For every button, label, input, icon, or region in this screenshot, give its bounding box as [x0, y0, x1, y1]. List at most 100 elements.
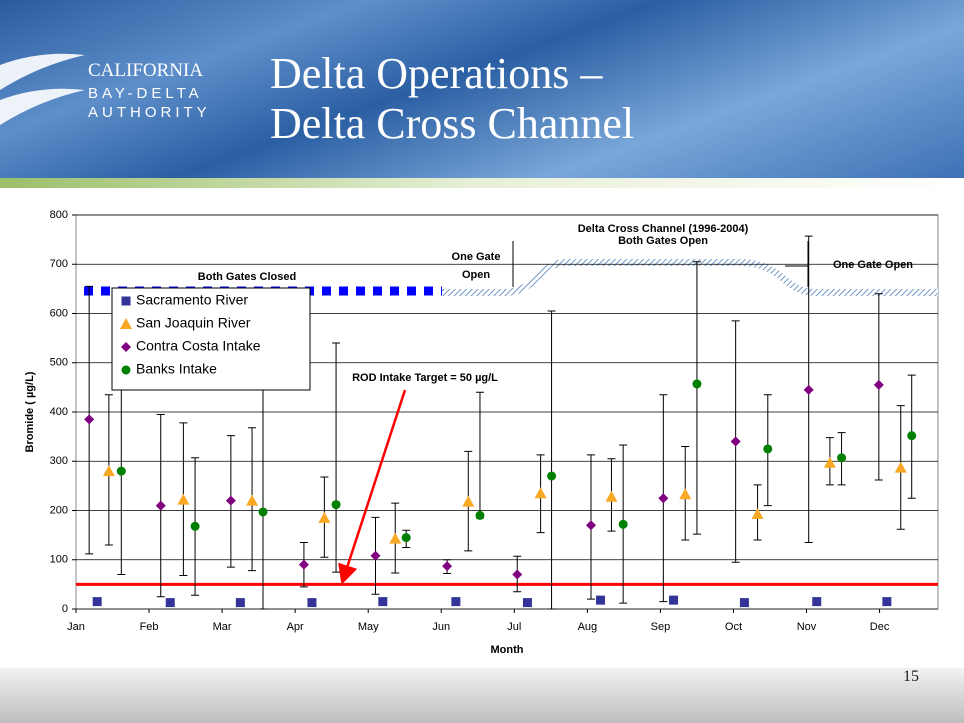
marker [225, 495, 236, 506]
marker [605, 490, 618, 502]
marker [512, 569, 523, 580]
y-tick-label: 100 [50, 554, 68, 566]
y-axis-label: Bromide ( µg/L) [24, 371, 36, 452]
x-tick-label: Jul [507, 621, 521, 633]
annotation: One Gate [452, 251, 501, 263]
marker [873, 379, 884, 390]
marker [730, 436, 741, 447]
marker [812, 597, 822, 607]
marker [618, 519, 628, 529]
marker [669, 595, 679, 605]
legend-label: Contra Costa Intake [136, 338, 261, 354]
x-tick-label: Jun [432, 621, 450, 633]
annotation: Both Gates Open [618, 235, 708, 247]
logo-text: CALIFORNIA [88, 60, 204, 81]
annotation: Both Gates Closed [198, 271, 296, 283]
marker [586, 520, 597, 531]
x-tick-label: Apr [287, 621, 304, 633]
x-tick-label: Sep [651, 621, 671, 633]
marker [246, 494, 259, 506]
x-tick-label: Aug [578, 621, 598, 633]
y-tick-label: 200 [50, 504, 68, 516]
annotation: Delta Cross Channel (1996-2004) [578, 223, 749, 235]
marker [92, 597, 102, 607]
marker [190, 521, 200, 531]
marker [547, 471, 557, 481]
marker [803, 384, 814, 395]
marker [658, 493, 669, 504]
x-tick-label: Mar [213, 621, 232, 633]
header: CALIFORNIA BAY-DELTA AUTHORITY Delta Ope… [0, 0, 964, 186]
marker [451, 597, 461, 607]
marker [692, 379, 702, 389]
marker [763, 444, 773, 454]
chart: Both Gates Closed One Gate Open Delta Cr… [24, 209, 939, 656]
marker [442, 561, 453, 572]
target-label: ROD Intake Target = 50 µg/L [352, 372, 498, 384]
legend-label: Banks Intake [136, 361, 217, 377]
marker [318, 511, 331, 523]
marker [84, 414, 95, 425]
y-tick-label: 500 [50, 357, 68, 369]
y-tick-label: 400 [50, 406, 68, 418]
y-tick-label: 300 [50, 455, 68, 467]
legend-symbol [121, 365, 131, 375]
marker [823, 456, 836, 468]
marker [462, 495, 475, 507]
marker [165, 598, 175, 608]
y-tick-label: 700 [50, 258, 68, 270]
marker [679, 488, 692, 500]
marker [907, 431, 917, 441]
marker [837, 453, 847, 463]
marker [102, 465, 115, 477]
marker [155, 500, 166, 511]
x-tick-label: May [358, 621, 379, 633]
gate-band [442, 259, 938, 296]
slide-title: Delta Operations – [270, 49, 603, 98]
x-tick-label: Jan [67, 621, 85, 633]
legend-symbol [121, 296, 131, 306]
error-bar [692, 261, 701, 535]
error-bar [332, 342, 341, 573]
target-arrow [338, 389, 407, 585]
x-tick-label: Oct [725, 621, 742, 633]
logo-swoosh [0, 53, 85, 125]
marker [258, 507, 268, 517]
marker [116, 466, 126, 476]
page-number: 15 [903, 668, 919, 685]
legend-box [111, 287, 311, 391]
logo-text: BAY-DELTA [88, 85, 203, 102]
marker [739, 598, 749, 608]
y-tick-label: 600 [50, 307, 68, 319]
marker [370, 550, 381, 561]
marker [401, 533, 411, 543]
y-tick-label: 0 [62, 603, 68, 615]
marker [534, 487, 547, 499]
divider [0, 178, 964, 188]
marker [307, 598, 317, 608]
slide-title: Delta Cross Channel [270, 99, 635, 148]
marker [389, 532, 402, 544]
marker [882, 597, 892, 607]
marker [177, 493, 190, 505]
logo-text: AUTHORITY [88, 104, 211, 121]
legend: Sacramento River San Joaquin River Contra … [111, 287, 311, 391]
marker [894, 461, 907, 473]
x-tick-label: Dec [870, 621, 890, 633]
annotation: Open [462, 269, 490, 281]
y-tick-label: 800 [50, 209, 68, 221]
x-axis-label: Month [491, 644, 524, 656]
legend-label: Sacramento River [136, 292, 248, 308]
marker [751, 507, 764, 519]
marker [596, 595, 606, 605]
marker [378, 597, 388, 607]
marker [475, 510, 485, 520]
legend-label: San Joaquin River [136, 315, 251, 331]
x-tick-label: Feb [140, 621, 159, 633]
footer [0, 668, 964, 723]
error-bar [547, 310, 556, 610]
marker [298, 559, 309, 570]
marker [331, 500, 341, 510]
annotation: One Gate Open [833, 259, 913, 271]
